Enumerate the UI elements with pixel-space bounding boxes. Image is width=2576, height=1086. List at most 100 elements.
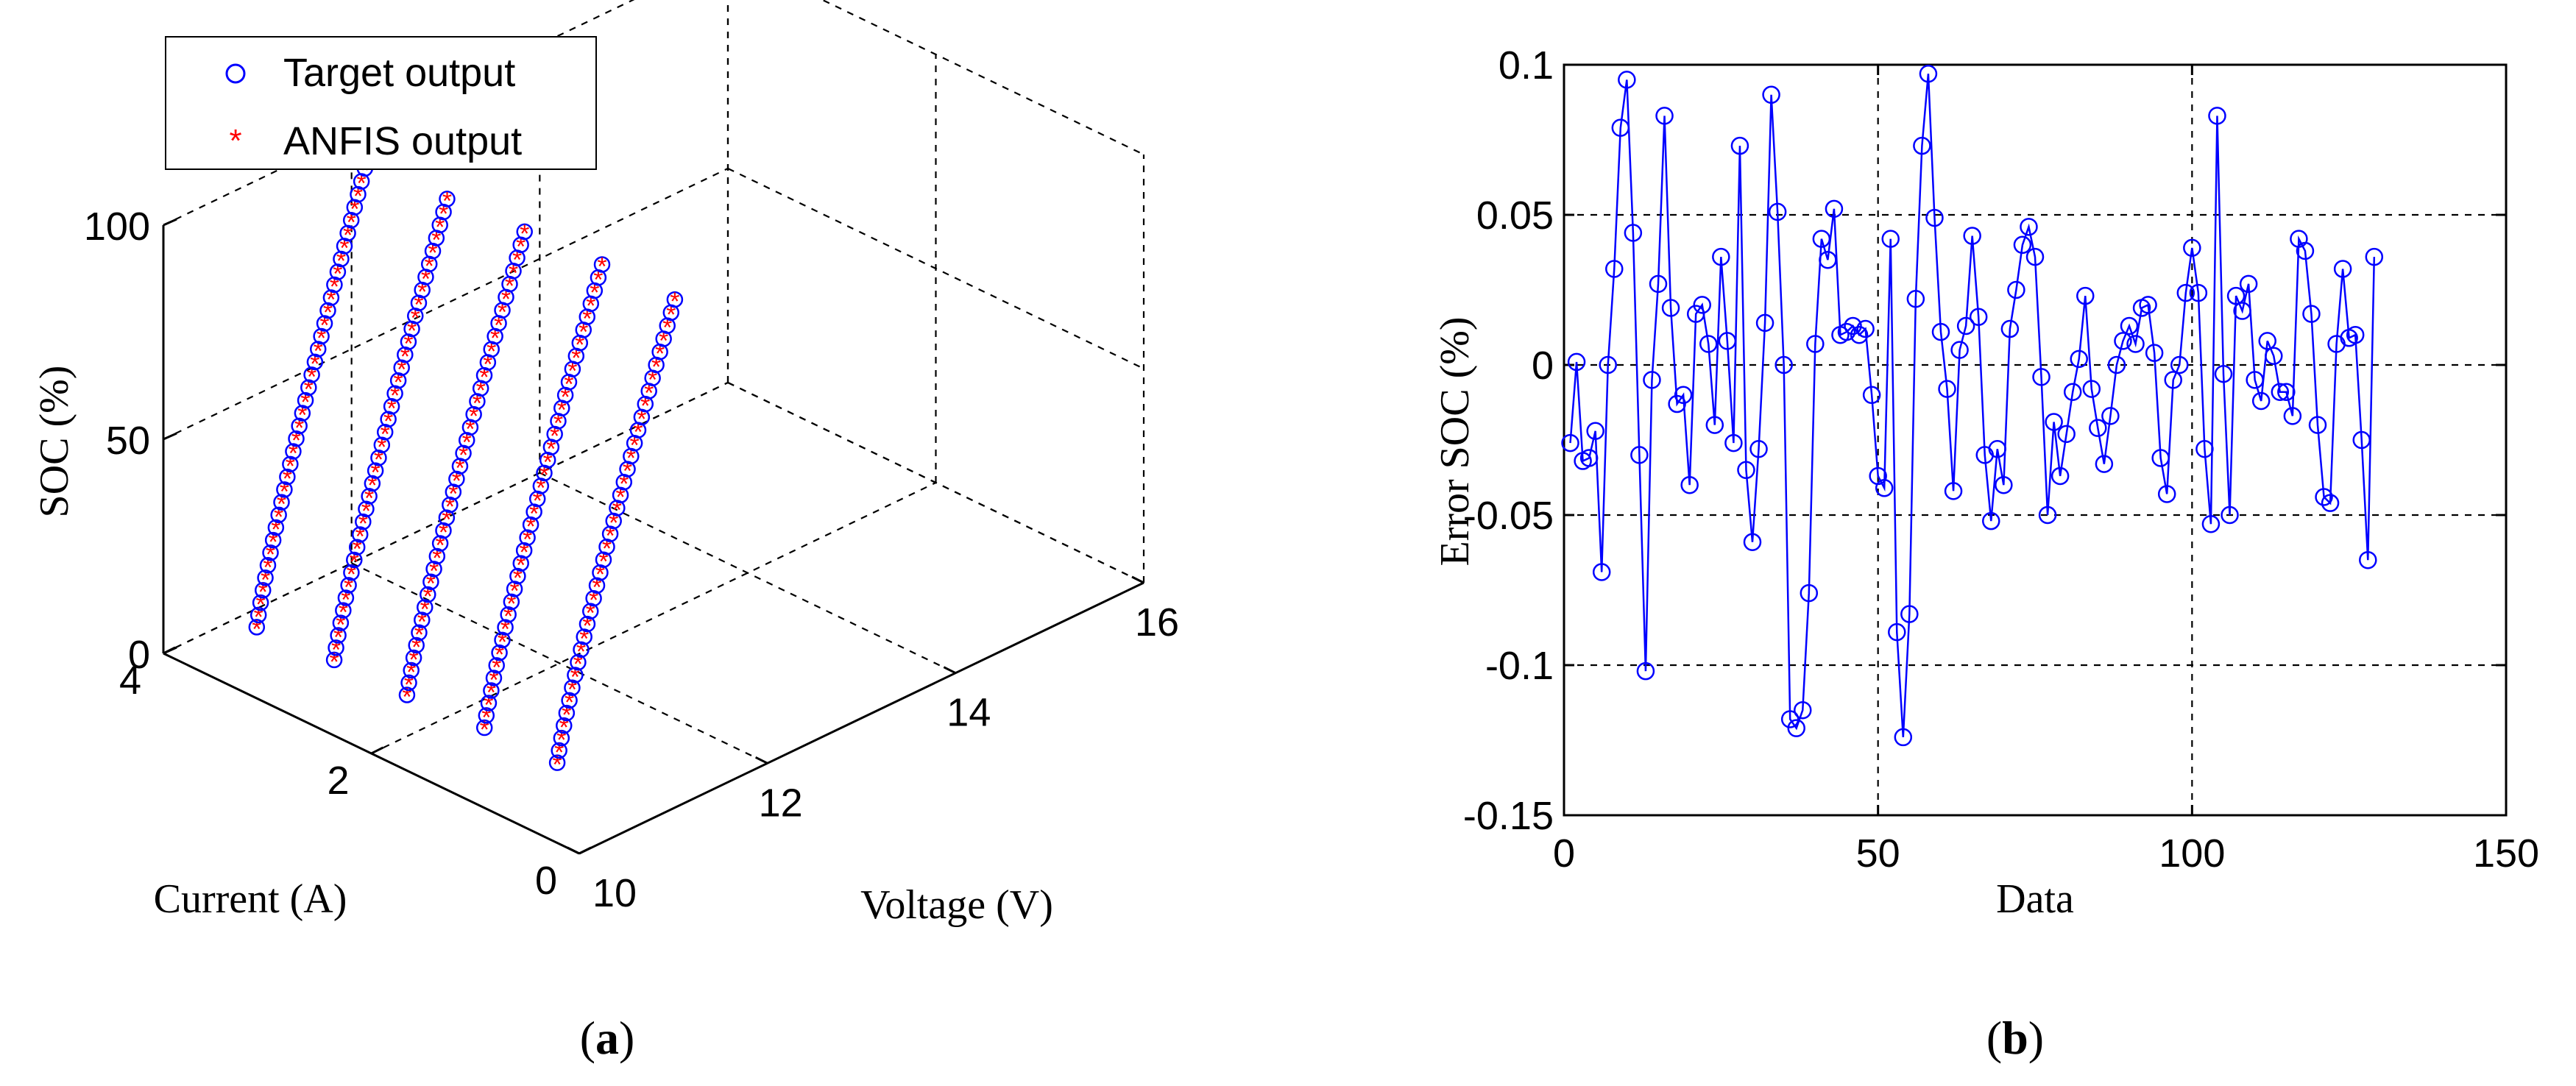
error-soc-point	[2283, 407, 2302, 425]
error-soc-point	[2000, 319, 2020, 338]
anfis-point: *	[630, 431, 640, 459]
error-soc-point	[2070, 349, 2088, 369]
grid-wall-soc-50	[163, 168, 729, 440]
error-soc-point	[1995, 475, 2013, 494]
error-soc-point	[2352, 430, 2371, 450]
error-soc-point	[2120, 316, 2139, 336]
target-point	[264, 531, 282, 549]
anfis-point: *	[644, 379, 654, 407]
error-soc-point	[1668, 394, 1686, 414]
y-tick-mark-10	[567, 846, 580, 855]
target-point	[373, 436, 391, 454]
error-soc-point	[2246, 371, 2264, 389]
target-point	[262, 544, 279, 561]
target-point	[570, 653, 587, 671]
error-soc-line	[1569, 74, 2376, 737]
target-point	[405, 649, 422, 667]
target-point	[442, 496, 459, 514]
anfis-point: *	[590, 279, 599, 307]
error-soc-point	[2195, 439, 2214, 458]
error-soc-point	[1643, 371, 1661, 389]
error-soc-point	[2208, 107, 2226, 125]
error-soc-point	[2126, 335, 2145, 353]
target-point	[516, 223, 533, 241]
target-point	[408, 636, 425, 654]
target-point	[316, 315, 333, 332]
target-point	[361, 488, 378, 505]
target-point	[403, 661, 420, 679]
error-soc-point	[1718, 332, 1737, 350]
target-point	[351, 526, 369, 543]
anfis-point: *	[648, 366, 657, 394]
panel-a-ticks: 0 50 100 0 2 4 10 12 14 16	[84, 205, 1179, 915]
error-soc-point	[1956, 316, 1975, 336]
error-soc-point	[2258, 332, 2276, 350]
error-soc-point	[1919, 64, 1938, 83]
error-soc-point	[1925, 208, 1944, 227]
error-soc-point	[2020, 218, 2038, 236]
error-soc-point	[2308, 416, 2327, 434]
anfis-point: *	[651, 353, 661, 381]
target-point	[364, 475, 381, 492]
target-point	[593, 256, 611, 273]
y-tick-mark-12	[754, 756, 768, 764]
error-soc-point	[1780, 710, 1800, 728]
target-point	[519, 529, 536, 546]
target-point	[294, 405, 311, 422]
target-point	[282, 455, 299, 473]
anfis-point: *	[509, 259, 518, 287]
grid-floor-voltage-14	[539, 472, 956, 674]
anfis-point: *	[494, 311, 503, 339]
target-point	[367, 462, 384, 479]
target-point	[322, 289, 340, 306]
target-point	[267, 519, 285, 536]
target-point	[400, 674, 417, 692]
target-point	[551, 742, 567, 759]
target-point	[348, 539, 366, 556]
x-tick-label-100: 100	[2159, 831, 2225, 876]
anfis-point: *	[512, 246, 522, 274]
anfis-point: *	[662, 314, 672, 342]
error-soc-point	[2277, 383, 2296, 401]
anfis-point: *	[582, 305, 592, 333]
anfis-point: *	[553, 409, 563, 437]
error-soc-point	[1787, 719, 1805, 737]
error-soc-point	[1963, 227, 1981, 245]
error-soc-point	[1712, 247, 1730, 266]
error-soc-point	[1768, 202, 1787, 221]
error-soc-point	[1599, 355, 1617, 375]
error-soc-point	[1611, 118, 1630, 137]
target-point	[417, 599, 434, 616]
error-soc-point	[1913, 136, 1931, 155]
target-point	[252, 594, 269, 611]
target-point	[309, 341, 327, 358]
anfis-point: *	[431, 226, 441, 254]
target-point	[431, 535, 449, 552]
error-soc-point	[1567, 352, 1586, 372]
error-soc-point	[2365, 247, 2384, 266]
legend-target-marker	[225, 63, 246, 84]
target-point	[567, 667, 584, 684]
x-tick-label-2: 2	[327, 759, 349, 803]
legend-anfis-marker: *	[229, 123, 241, 159]
error-soc-point	[1749, 439, 1768, 458]
error-soc-point	[1680, 475, 1699, 494]
anfis-point: *	[486, 338, 496, 366]
anfis-point: *	[633, 419, 643, 447]
error-soc-point	[1950, 341, 1969, 359]
error-soc-point	[2095, 455, 2114, 473]
error-soc-point	[1837, 322, 1856, 341]
y-axis-line	[578, 581, 1144, 855]
target-point	[398, 686, 416, 703]
error-soc-point	[2302, 305, 2321, 323]
y-tick-label--0.15: -0.15	[1463, 794, 1554, 838]
panel-b-grid	[1564, 65, 2506, 815]
anfis-point: *	[623, 458, 632, 486]
error-soc-point	[2082, 380, 2101, 398]
error-soc-point	[2057, 425, 2076, 444]
target-point	[303, 366, 320, 383]
target-point	[666, 291, 684, 308]
target-point	[548, 754, 566, 771]
target-point	[383, 398, 400, 415]
